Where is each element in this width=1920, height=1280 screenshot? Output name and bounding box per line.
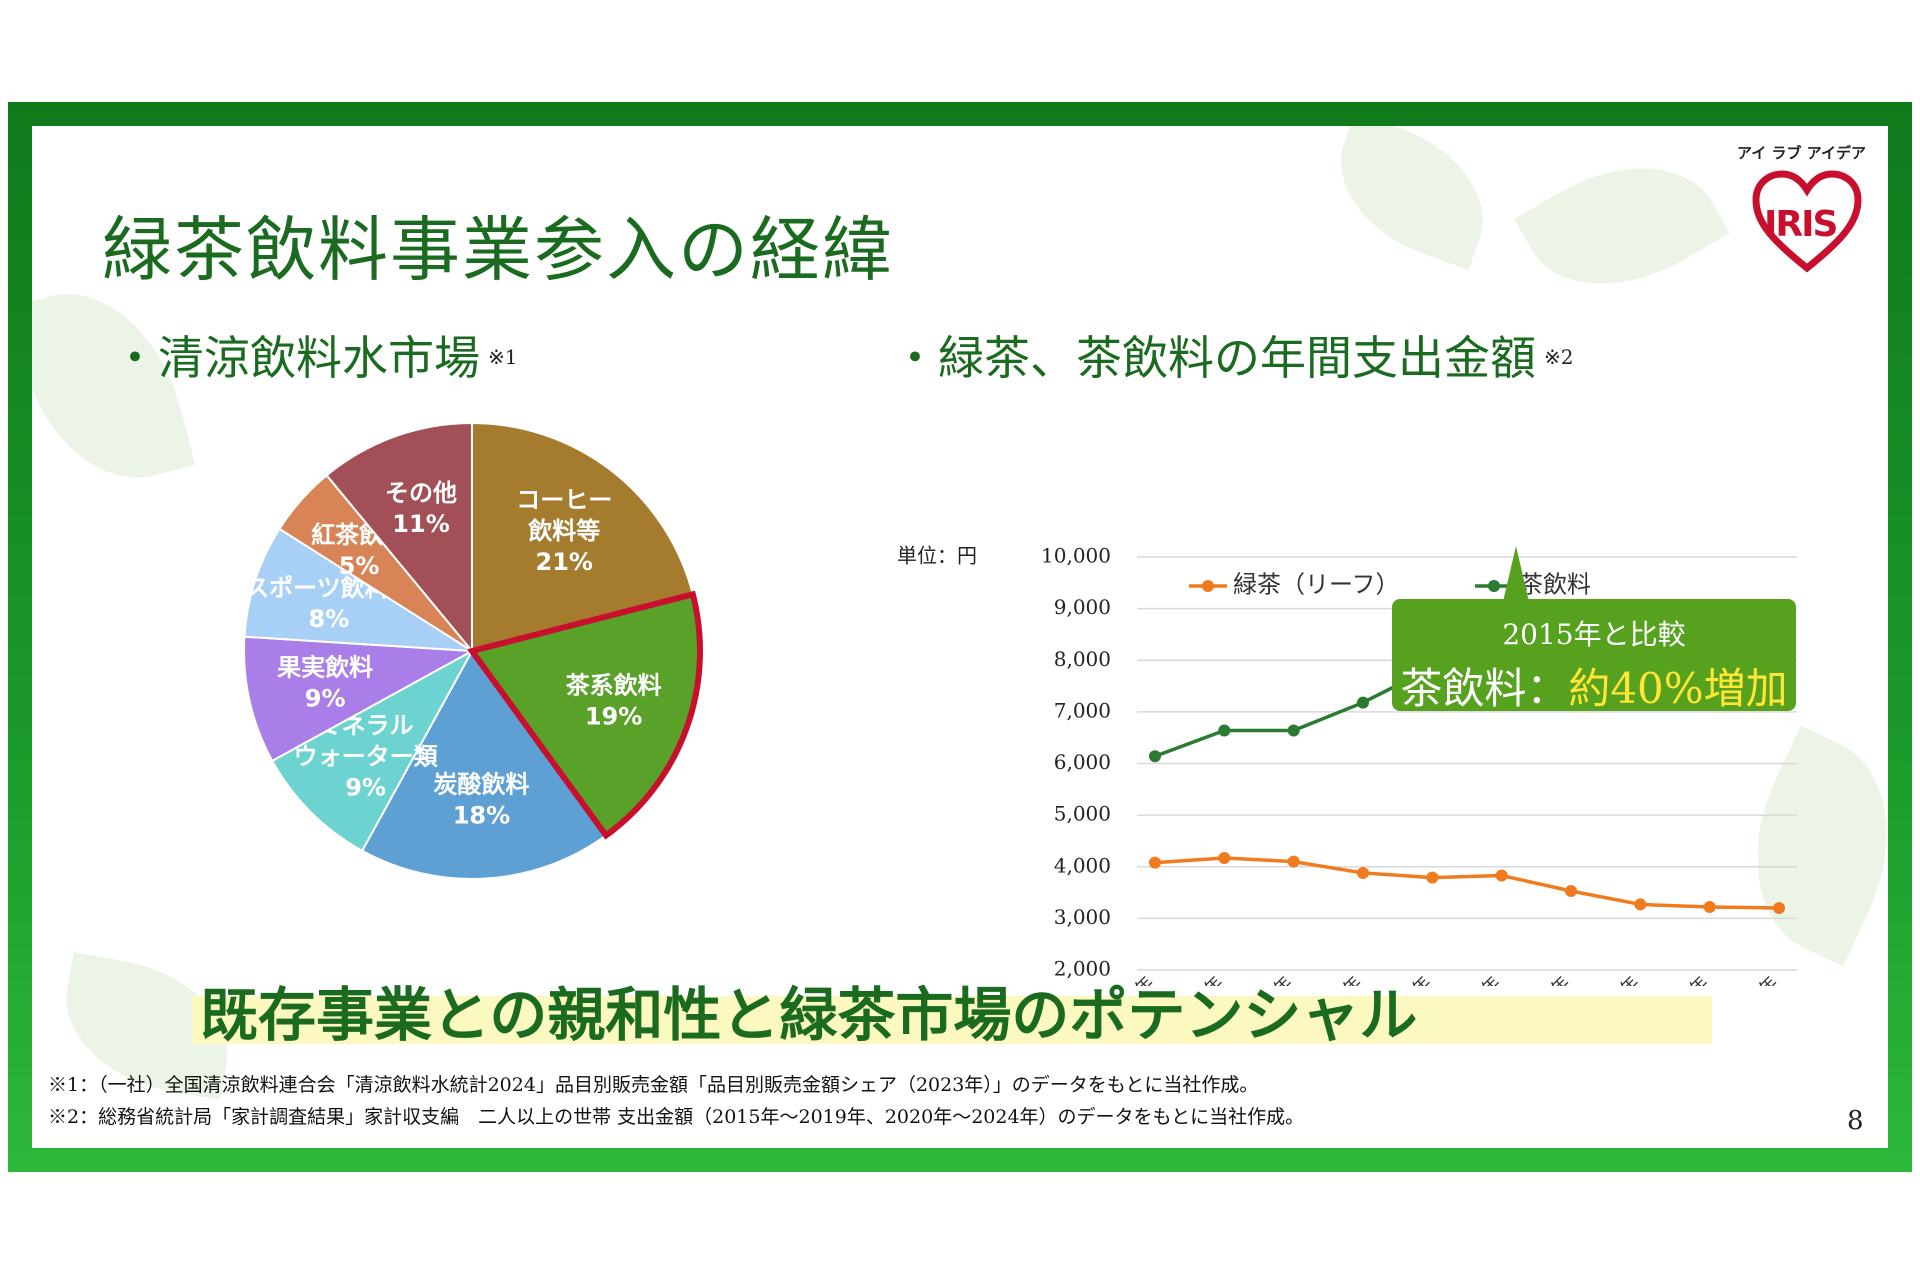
y-tick-label: 10,000 <box>1041 544 1111 568</box>
key-message-banner: 既存事業との親和性と緑茶市場のポテンシャル <box>200 981 1418 1049</box>
market-share-pie-chart: コーヒー飲料等21%茶系飲料19%炭酸飲料18%ミネラルウォーター類9%果実飲料… <box>243 421 703 880</box>
y-tick-label: 9,000 <box>1054 595 1111 619</box>
pie-slice-label: 茶系飲料 <box>566 671 662 699</box>
pie-slice-label: 飲料等 <box>527 517 600 545</box>
page-number: 8 <box>1847 1106 1864 1136</box>
data-point <box>1495 869 1508 882</box>
pie-slice <box>270 648 475 853</box>
left-section-heading: ・清涼飲料水市場 ※1 <box>112 322 517 388</box>
pie-slice-label: その他 <box>385 479 457 507</box>
data-point <box>1565 885 1577 898</box>
callout-line1: 2015年と比較 <box>1502 618 1686 651</box>
footnote-ref: ※1 <box>488 345 518 369</box>
data-point <box>1773 902 1785 915</box>
callout-highlight: 約40%増加 <box>1568 664 1788 713</box>
footnote-2: ※2：総務省統計局「家計調査結果」家計収支編 二人以上の世帯 支出金額（2015… <box>48 1106 1305 1128</box>
left-section-title: 清涼飲料水市場 <box>158 331 480 385</box>
x-tick-label: 2022年 <box>1584 973 1644 986</box>
legend-swatch-marker <box>1202 580 1214 592</box>
legend-label: 緑茶（リーフ） <box>1233 571 1400 599</box>
y-tick-label: 7,000 <box>1054 698 1111 722</box>
brand-logo: IRIS <box>1752 170 1862 274</box>
y-unit-label: 単位：円 <box>897 544 977 568</box>
pie-slice-value-label: 19% <box>585 702 642 730</box>
y-tick-label: 6,000 <box>1054 750 1111 774</box>
pie-slice <box>243 635 476 763</box>
growth-callout: 2015年と比較 茶飲料：約40%増加 <box>1392 599 1796 713</box>
brand-tagline: アイ ラブ アイデア <box>1737 144 1866 162</box>
footnote-1: ※1：（一社）全国清涼飲料連合会「清涼飲料水統計2024」品目別販売金額「品目別… <box>48 1074 1259 1096</box>
data-point <box>1357 696 1369 709</box>
pie-slice-label: コーヒー <box>516 486 612 514</box>
slide-title: 緑茶飲料事業参入の経緯 <box>102 209 894 291</box>
y-tick-label: 5,000 <box>1054 802 1111 826</box>
slide: 緑茶飲料事業参入の経緯 アイ ラブ アイデア IRIS ・清涼飲料水市場 ※1 ・… <box>32 126 1888 1148</box>
pie-slice <box>471 421 695 653</box>
x-tick-label: 2023年 <box>1653 973 1713 986</box>
legend-label: 茶飲料 <box>1519 571 1591 599</box>
bullet: ・ <box>892 331 938 385</box>
y-tick-label: 8,000 <box>1054 647 1111 671</box>
heart-logo-icon <box>1752 170 1862 273</box>
pie-slice <box>325 421 473 654</box>
pie-slice-label: 炭酸飲料 <box>433 771 529 799</box>
leaf-decoration <box>1514 129 1730 323</box>
pie-slice-value-label: 9% <box>305 684 346 712</box>
y-tick-label: 2,000 <box>1054 957 1111 981</box>
right-section-heading: ・緑茶、茶飲料の年間支出金額 ※2 <box>892 322 1573 388</box>
bullet: ・ <box>112 331 158 385</box>
callout-line2: 茶飲料：約40%増加 <box>1392 655 1796 716</box>
y-tick-label: 3,000 <box>1054 905 1111 929</box>
highlighted-slice-outline <box>466 590 703 840</box>
slide-frame: 緑茶飲料事業参入の経緯 アイ ラブ アイデア IRIS ・清涼飲料水市場 ※1 ・… <box>8 102 1912 1172</box>
pie-slice-value-label: 18% <box>453 802 510 830</box>
pie-slice-value-label: 9% <box>345 773 386 801</box>
right-section-title: 緑茶、茶飲料の年間支出金額 <box>938 331 1536 385</box>
data-point <box>1634 898 1647 911</box>
y-tick-label: 4,000 <box>1054 853 1111 877</box>
data-point <box>1426 871 1439 884</box>
data-point <box>1287 855 1300 868</box>
footnote-ref: ※2 <box>1544 345 1574 369</box>
data-point <box>1357 866 1369 879</box>
pie-slice <box>243 527 473 652</box>
pie-slice-label: 果実飲料 <box>277 653 373 681</box>
pie-slice <box>360 649 608 880</box>
data-point <box>1218 724 1231 737</box>
callout-prefix: 茶飲料： <box>1400 664 1569 713</box>
pie-slice-value-label: 21% <box>536 548 593 576</box>
x-tick-label: 2021年 <box>1515 973 1575 986</box>
pie-slice-label: ウォーター類 <box>294 742 439 770</box>
legend-swatch-marker <box>1488 580 1500 592</box>
series-line <box>1154 856 1780 910</box>
brand-logo-text: IRIS <box>1764 204 1838 245</box>
data-point <box>1149 856 1161 869</box>
data-point <box>1218 851 1231 864</box>
data-point <box>1149 750 1161 763</box>
banner-highlight <box>192 996 1712 1044</box>
x-tick-label: 2024年 <box>1723 973 1783 986</box>
data-point <box>1287 724 1300 737</box>
pie-slice-value-label: 11% <box>392 510 449 538</box>
pie-slice-value-label: 8% <box>309 605 350 633</box>
leaf-decoration <box>1318 126 1506 271</box>
pie-slice-value-label: 5% <box>339 552 380 580</box>
callout-pointer <box>1502 546 1530 606</box>
data-point <box>1703 901 1716 914</box>
x-tick-label: 2020年 <box>1445 973 1505 986</box>
